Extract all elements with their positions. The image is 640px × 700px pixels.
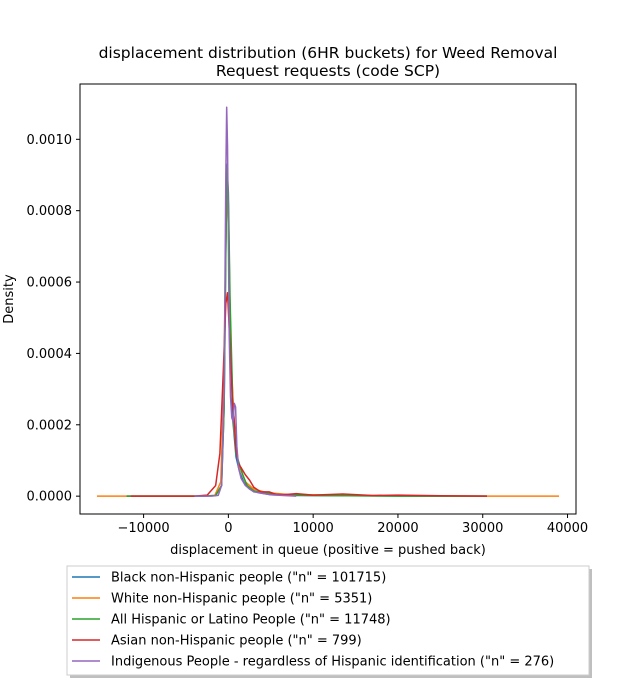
legend-label-5: Indigenous People - regardless of Hispan… bbox=[111, 655, 554, 670]
legend-label-1: Black non-Hispanic people ("n" = 101715) bbox=[111, 571, 386, 586]
y-axis-ticks: 0.0000 0.0002 0.0004 0.0006 0.0008 0.0010 bbox=[27, 133, 80, 505]
x-tick-label: 0 bbox=[224, 521, 232, 536]
x-tick-label: 20000 bbox=[377, 521, 418, 536]
plot-frame bbox=[79, 83, 577, 515]
x-tick-label: −10000 bbox=[117, 521, 169, 536]
series-line-4 bbox=[130, 292, 487, 497]
x-axis-ticks: −10000 0 10000 20000 30000 40000 bbox=[117, 514, 588, 536]
series-line-3 bbox=[126, 167, 487, 497]
x-tick-label: 10000 bbox=[292, 521, 333, 536]
y-tick-label: 0.0006 bbox=[27, 276, 73, 291]
y-tick-label: 0.0000 bbox=[27, 490, 73, 505]
series-line-5 bbox=[194, 106, 297, 497]
y-tick-label: 0.0008 bbox=[27, 204, 73, 219]
legend-items: Black non-Hispanic people ("n" = 101715)… bbox=[72, 571, 554, 670]
y-tick-label: 0.0002 bbox=[27, 418, 73, 433]
legend-label-4: Asian non-Hispanic people ("n" = 799) bbox=[111, 634, 362, 649]
y-axis-label: Density bbox=[2, 274, 17, 324]
legend-box bbox=[66, 565, 590, 676]
x-axis-label: displacement in queue (positive = pushed… bbox=[170, 543, 486, 558]
chart-title-line2: Request requests (code SCP) bbox=[216, 62, 440, 80]
legend: Black non-Hispanic people ("n" = 101715)… bbox=[66, 565, 592, 678]
y-tick-label: 0.0004 bbox=[27, 347, 73, 362]
chart-title-line1: displacement distribution (6HR buckets) … bbox=[99, 44, 558, 62]
legend-label-3: All Hispanic or Latino People ("n" = 117… bbox=[111, 613, 391, 628]
x-tick-label: 30000 bbox=[462, 521, 503, 536]
y-tick-label: 0.0010 bbox=[27, 133, 73, 148]
legend-label-2: White non-Hispanic people ("n" = 5351) bbox=[111, 592, 372, 607]
x-tick-label: 40000 bbox=[547, 521, 588, 536]
series-line-2 bbox=[96, 181, 560, 497]
series-line-1 bbox=[126, 163, 487, 497]
series-layer bbox=[96, 106, 560, 497]
